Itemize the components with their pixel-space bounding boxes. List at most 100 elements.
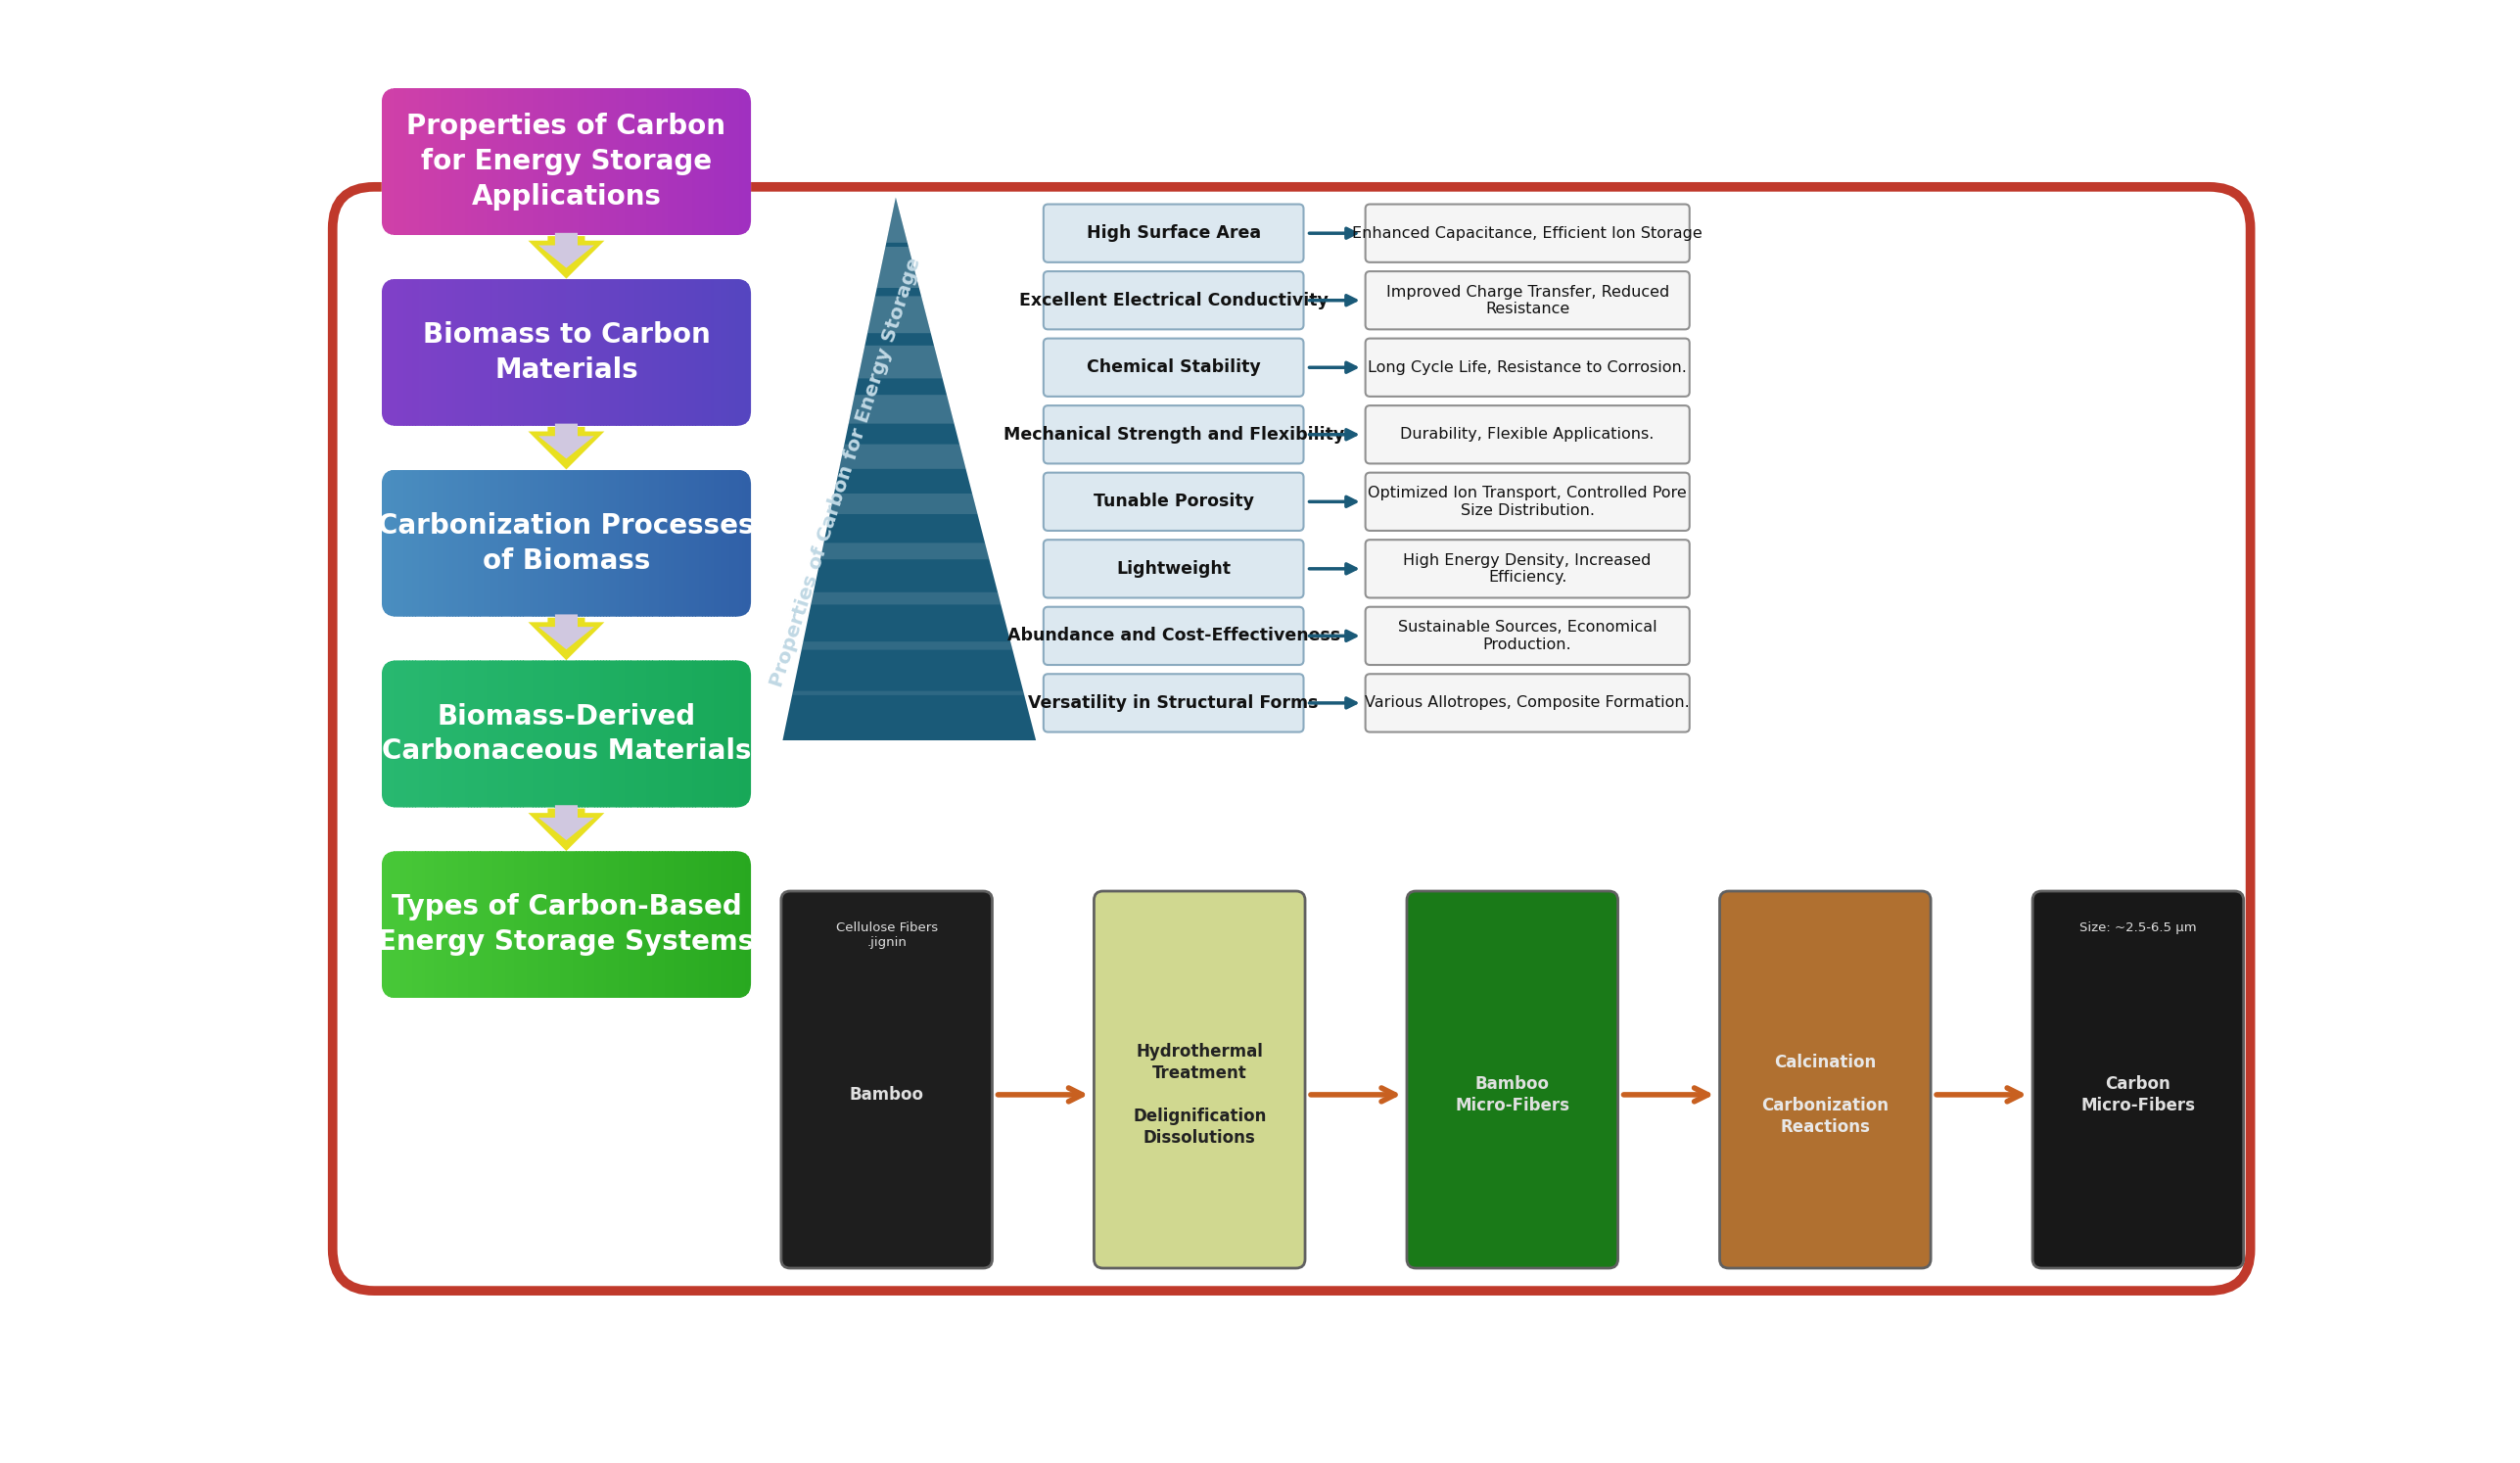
Polygon shape (539, 805, 595, 840)
Text: Bamboo: Bamboo (849, 1086, 925, 1103)
Polygon shape (539, 424, 595, 459)
Bar (491, 851, 496, 998)
Bar (461, 470, 466, 617)
Bar (690, 660, 693, 808)
Bar (683, 851, 688, 998)
Bar (607, 660, 610, 808)
FancyBboxPatch shape (381, 88, 751, 236)
Bar (461, 660, 466, 808)
Bar (658, 470, 663, 617)
Text: Tunable Porosity: Tunable Porosity (1094, 493, 1255, 511)
Bar (585, 660, 590, 808)
Bar (542, 279, 544, 426)
Polygon shape (539, 614, 595, 650)
Bar (645, 279, 650, 426)
Bar (728, 851, 733, 998)
Bar (476, 279, 481, 426)
Bar (625, 470, 627, 617)
Bar (683, 470, 688, 617)
Bar (388, 88, 391, 236)
Bar (481, 470, 484, 617)
Bar (625, 851, 627, 998)
Bar (388, 470, 391, 617)
FancyBboxPatch shape (1043, 674, 1303, 732)
Bar (698, 279, 703, 426)
Bar (575, 851, 580, 998)
Bar (650, 279, 653, 426)
Bar (655, 851, 660, 998)
Bar (542, 660, 544, 808)
Bar (658, 851, 663, 998)
Bar (582, 279, 585, 426)
Text: Properties of Carbon
for Energy Storage
Applications: Properties of Carbon for Energy Storage … (406, 113, 726, 211)
Bar (537, 279, 539, 426)
Bar (653, 88, 655, 236)
Polygon shape (784, 198, 1036, 740)
Text: Sustainable Sources, Economical
Production.: Sustainable Sources, Economical Producti… (1399, 620, 1658, 651)
Bar (391, 470, 396, 617)
Bar (698, 660, 703, 808)
Bar (693, 470, 696, 617)
Bar (678, 88, 680, 236)
Bar (600, 88, 605, 236)
Bar (612, 470, 617, 617)
Bar (418, 851, 423, 998)
Bar (416, 279, 418, 426)
Bar (527, 660, 529, 808)
Text: High Surface Area: High Surface Area (1086, 224, 1260, 241)
Bar (406, 660, 411, 808)
Polygon shape (811, 593, 1000, 604)
Bar (741, 851, 746, 998)
Bar (640, 88, 645, 236)
Bar (630, 851, 635, 998)
Bar (504, 279, 509, 426)
Bar (471, 851, 474, 998)
Bar (426, 470, 428, 617)
Bar (708, 470, 711, 617)
Bar (393, 660, 398, 808)
Text: Versatility in Structural Forms: Versatility in Structural Forms (1028, 693, 1318, 712)
Bar (406, 851, 411, 998)
Bar (474, 851, 479, 998)
Bar (665, 88, 668, 236)
Bar (544, 660, 549, 808)
Bar (489, 470, 494, 617)
FancyBboxPatch shape (1366, 338, 1688, 396)
Bar (698, 851, 703, 998)
FancyBboxPatch shape (381, 660, 751, 808)
Bar (496, 851, 499, 998)
Bar (539, 88, 542, 236)
Bar (401, 279, 403, 426)
FancyBboxPatch shape (1366, 205, 1688, 262)
Bar (693, 279, 696, 426)
Bar (668, 470, 673, 617)
Bar (393, 851, 398, 998)
Bar (401, 851, 403, 998)
Bar (627, 660, 633, 808)
Bar (517, 88, 522, 236)
Bar (711, 279, 716, 426)
Bar (408, 660, 413, 808)
Bar (748, 88, 751, 236)
Bar (718, 88, 721, 236)
Bar (459, 88, 461, 236)
Bar (597, 851, 600, 998)
Bar (554, 851, 557, 998)
Bar (711, 470, 716, 617)
FancyBboxPatch shape (1043, 607, 1303, 664)
Bar (471, 660, 474, 808)
Bar (496, 88, 499, 236)
Bar (690, 279, 693, 426)
FancyBboxPatch shape (1366, 674, 1688, 732)
Bar (690, 470, 693, 617)
Bar (572, 660, 577, 808)
Bar (713, 660, 718, 808)
Bar (444, 88, 446, 236)
Bar (582, 851, 585, 998)
Bar (615, 660, 620, 808)
Bar (627, 279, 633, 426)
Bar (386, 660, 388, 808)
Bar (728, 660, 733, 808)
Bar (547, 470, 552, 617)
FancyBboxPatch shape (381, 470, 751, 617)
